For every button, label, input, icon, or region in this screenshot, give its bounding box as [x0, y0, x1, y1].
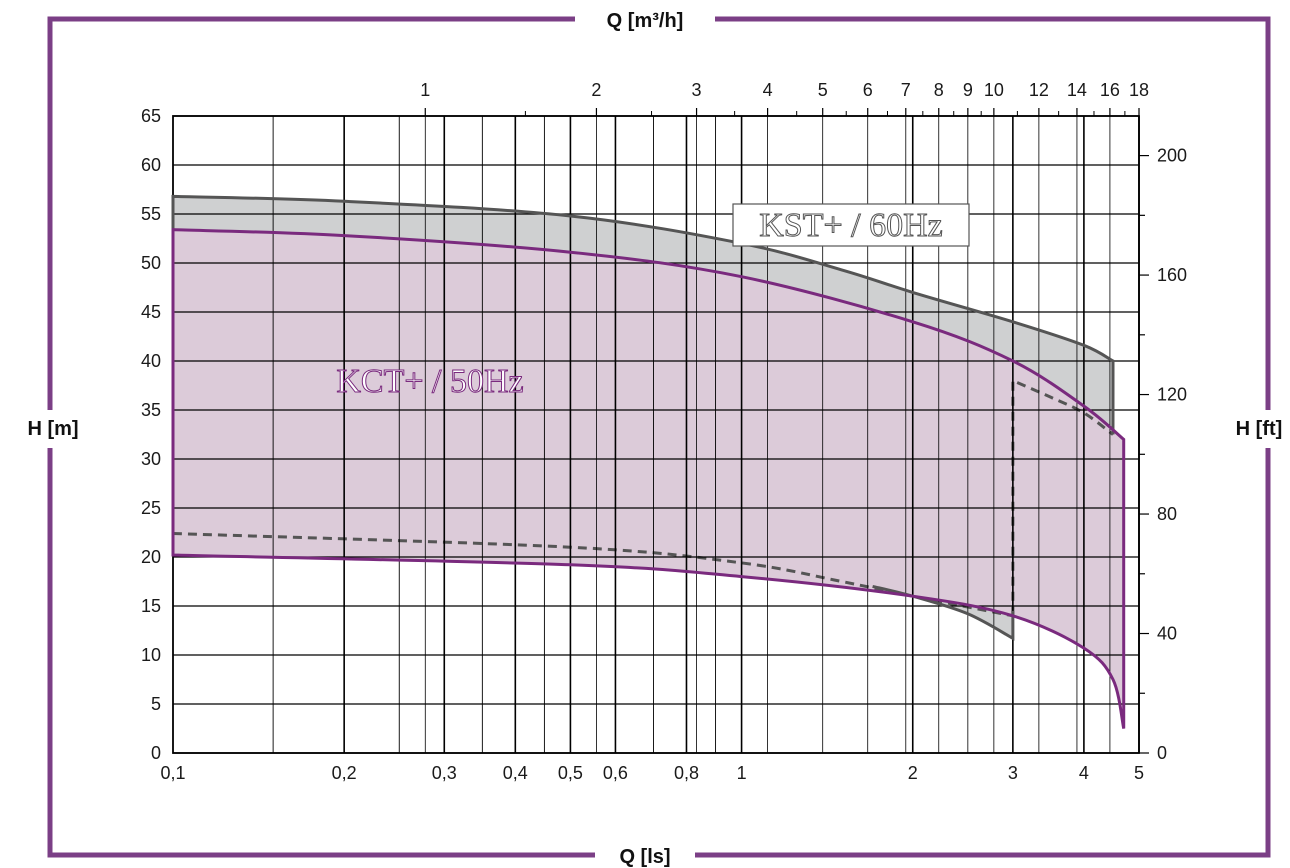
- x-bottom-tick-label: 3: [1008, 763, 1018, 783]
- x-top-tick-label: 14: [1067, 80, 1087, 100]
- kct-outline: [171, 228, 1126, 729]
- y-left-tick-label: 50: [141, 253, 161, 273]
- x-bottom-tick-label: 1: [737, 763, 747, 783]
- x-top-tick-label: 10: [984, 80, 1004, 100]
- x-top-tick-label: 12: [1029, 80, 1049, 100]
- x-top-tick-label: 16: [1100, 80, 1120, 100]
- y-left-tick-label: 45: [141, 302, 161, 322]
- x-bottom-tick-label: 0,3: [432, 763, 457, 783]
- x-top-tick-label: 5: [818, 80, 828, 100]
- x-bottom-tick-label: 2: [908, 763, 918, 783]
- bottom-label-bg: [595, 842, 695, 868]
- y-left-tick-label: 0: [151, 743, 161, 763]
- y-right-tick-label: 0: [1157, 743, 1167, 763]
- y-right-tick-label: 200: [1157, 146, 1187, 166]
- kst-right-dashed-line: [1011, 378, 1114, 616]
- x-bottom-tick-label: 0,8: [674, 763, 699, 783]
- x-bottom-tick-label: 0,6: [603, 763, 628, 783]
- kst-outline: [171, 194, 1115, 641]
- y-right-tick-label: 160: [1157, 265, 1187, 285]
- y-left-tick-label: 10: [141, 645, 161, 665]
- kst-label-box: [732, 203, 970, 247]
- left-axis-title: H [m]: [27, 418, 78, 440]
- top-label-bg: [575, 6, 715, 34]
- x-bottom-tick-label: 0,5: [558, 763, 583, 783]
- y-left-tick-label: 15: [141, 596, 161, 616]
- y-left-tick-label: 20: [141, 547, 161, 567]
- x-bottom-tick-label: 4: [1079, 763, 1089, 783]
- y-left-tick-label: 40: [141, 351, 161, 371]
- x-top-tick-label: 6: [863, 80, 873, 100]
- x-bottom-tick-label: 0,4: [503, 763, 528, 783]
- top-axis-title: Q [m³/h]: [607, 10, 684, 32]
- y-left-tick-label: 35: [141, 400, 161, 420]
- x-top-tick-label: 9: [963, 80, 973, 100]
- x-bottom-tick-label: 0,2: [332, 763, 357, 783]
- x-top-tick-label: 3: [692, 80, 702, 100]
- x-bottom-tick-label: 0,1: [160, 763, 185, 783]
- y-right-tick-label: 120: [1157, 385, 1187, 405]
- x-top-tick-label: 18: [1129, 80, 1149, 100]
- left-label-bg: [16, 410, 90, 448]
- y-left-tick-label: 65: [141, 106, 161, 126]
- y-left-tick-label: 55: [141, 204, 161, 224]
- kst-region-label: KST+ / 60Hz: [759, 207, 943, 244]
- y-right-tick-label: 40: [1157, 624, 1177, 644]
- bottom-axis-title: Q [ls]: [619, 846, 670, 868]
- x-top-tick-label: 8: [934, 80, 944, 100]
- x-bottom-tick-label: 5: [1134, 763, 1144, 783]
- right-label-bg: [1228, 410, 1290, 448]
- x-top-tick-label: 2: [591, 80, 601, 100]
- kct-region: [173, 229, 1124, 729]
- right-axis-title: H [ft]: [1236, 418, 1283, 440]
- kct-region-label: KCT+ / 50Hz: [336, 363, 523, 400]
- y-right-tick-label: 80: [1157, 504, 1177, 524]
- x-top-tick-label: 4: [763, 80, 773, 100]
- y-left-tick-label: 5: [151, 694, 161, 714]
- x-top-tick-label: 1: [420, 80, 430, 100]
- y-left-tick-label: 60: [141, 155, 161, 175]
- x-top-tick-label: 7: [901, 80, 911, 100]
- y-left-tick-label: 25: [141, 498, 161, 518]
- y-left-tick-label: 30: [141, 449, 161, 469]
